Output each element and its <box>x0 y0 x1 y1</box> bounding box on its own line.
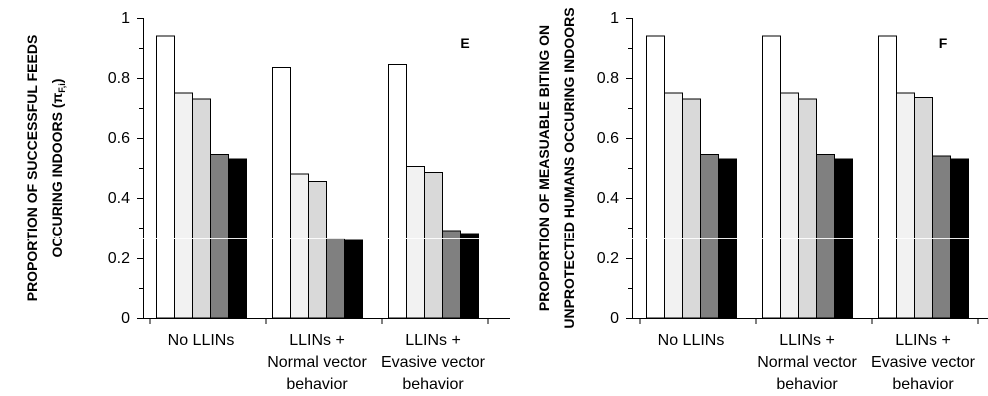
bar <box>896 92 915 319</box>
category-label: Evasive vector <box>871 354 976 371</box>
bar <box>762 35 781 319</box>
y-axis-title: UNPROTECTED HUMANS OCCURING INDOORS <box>561 7 577 328</box>
bar <box>914 97 933 319</box>
category-label: LLINs + <box>895 332 951 349</box>
category-label: Evasive vector <box>381 354 486 371</box>
y-tick-label: 0.2 <box>597 250 619 267</box>
panel-e: 0 0.2 0.4 0.6 0.8 1 No LLINs LLINs + Normal vect… <box>24 10 510 393</box>
y-tick-label: 1 <box>121 10 130 27</box>
bar <box>878 35 897 319</box>
y-axis-title: PROPORTION OF MEASUABLE BITING ON <box>536 25 552 311</box>
bar <box>816 154 835 319</box>
category-label: LLINs + <box>289 332 345 349</box>
bar <box>700 154 719 319</box>
bar <box>272 67 291 319</box>
y-tick-label: 0.8 <box>597 70 619 87</box>
panel-label: E <box>460 35 469 51</box>
y-tick-label: 0.4 <box>108 190 130 207</box>
category-label: Normal vector <box>267 354 367 371</box>
bar <box>780 92 799 319</box>
y-tick-label: 0.2 <box>108 250 130 267</box>
category-label: LLINs + <box>779 332 835 349</box>
y-axis-title-subscript: F,i <box>57 83 67 93</box>
bar <box>308 181 327 319</box>
y-tick-label: 0.6 <box>597 130 619 147</box>
bar <box>682 98 701 319</box>
category-label: No LLINs <box>658 332 725 349</box>
category-label: Normal vector <box>757 354 857 371</box>
bar <box>932 155 951 319</box>
bar <box>326 238 345 319</box>
bar <box>664 92 683 319</box>
category-label: behavior <box>892 376 954 393</box>
panel-label: F <box>939 35 948 51</box>
y-axis-title: OCCURING INDOORS (πF,i) <box>49 79 67 258</box>
bar <box>344 239 363 319</box>
y-tick-label: 0.8 <box>108 70 130 87</box>
y-tick-label: 1 <box>610 10 619 27</box>
category-label: No LLINs <box>168 332 235 349</box>
bar <box>460 233 479 319</box>
y-axis-title: PROPORTION OF SUCCESSFUL FEEDS <box>24 35 40 302</box>
bar <box>798 98 817 319</box>
bar <box>442 230 461 319</box>
y-tick-label: 0.6 <box>108 130 130 147</box>
category-label: behavior <box>286 376 348 393</box>
bar <box>424 172 443 319</box>
bar <box>156 35 175 319</box>
bar <box>388 64 407 319</box>
bar <box>192 98 211 319</box>
y-axis-title-part: ) <box>49 79 65 84</box>
category-label: behavior <box>402 376 464 393</box>
category-label: behavior <box>776 376 838 393</box>
y-axis-title-part: OCCURING INDOORS (π <box>49 92 65 257</box>
bar <box>646 35 665 319</box>
panel-f: 0 0.2 0.4 0.6 0.8 1 No LLINs LLINs + Normal vect… <box>536 7 988 393</box>
bar <box>174 92 193 319</box>
bar <box>290 173 309 319</box>
bar <box>210 154 229 319</box>
y-tick-label: 0 <box>610 310 619 327</box>
category-label: LLINs + <box>405 332 461 349</box>
y-tick-label: 0.4 <box>597 190 619 207</box>
y-tick-label: 0 <box>121 310 130 327</box>
bar <box>406 166 425 319</box>
